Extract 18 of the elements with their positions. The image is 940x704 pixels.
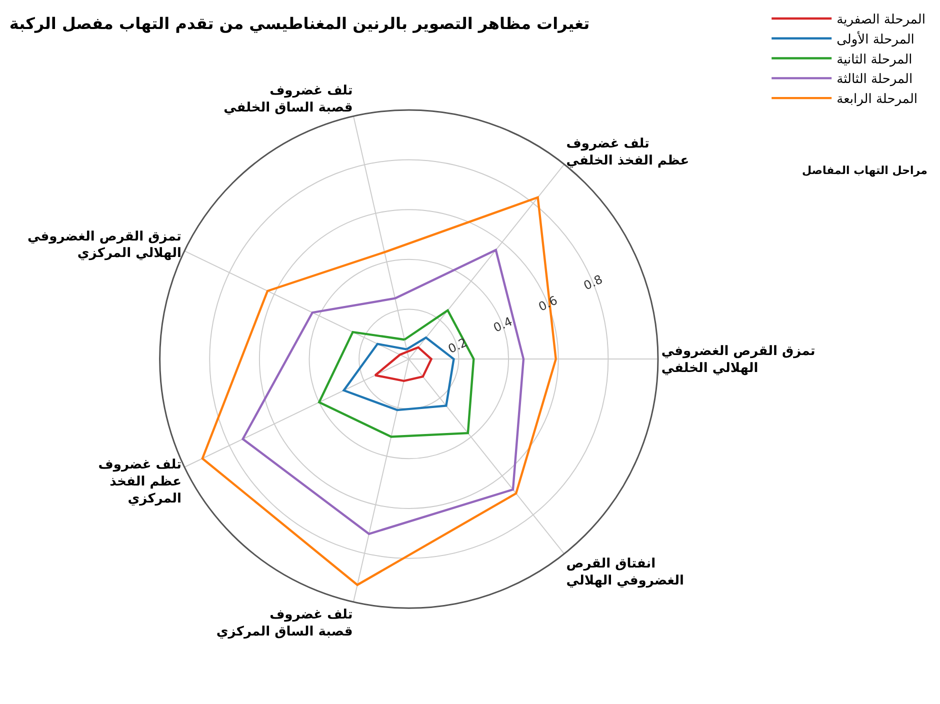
y-tick-label: 0.8: [581, 272, 605, 293]
legend-title: مراحل التهاب المفاصل: [802, 164, 928, 177]
legend-label: المرحلة الثالثة: [836, 72, 913, 88]
spoke-label: تمزق القرص الغضروفي الهلالي الخلفي: [661, 344, 816, 376]
y-tick-label: 0.2: [446, 335, 470, 356]
spoke-label: تلف غضروف عظم الفخذ المركزي: [98, 458, 182, 507]
legend-label: المرحلة الصفرية: [836, 12, 926, 28]
y-tick-label: 0.6: [536, 293, 560, 314]
spoke-label: تلف غضروف عظم الفخذ الخلفي: [566, 136, 690, 168]
chart-title: تغيرات مظاهر التصوير بالرنين المغناطيسي من تقدم التهاب مفصل الركبة: [9, 14, 590, 33]
y-tick-label: 0.4: [491, 314, 514, 336]
spoke-label: تلف غضروف قصبة الساق الخلفي: [224, 84, 353, 116]
legend-label: المرحلة الرابعة: [836, 92, 918, 108]
legend-label: المرحلة الأولى: [836, 30, 914, 48]
spoke-label: انفتاق القرص الغضروفي الهلالي: [566, 556, 684, 588]
legend-label: المرحلة الثانية: [836, 52, 912, 68]
spoke-label: تلف غضروف قصبة الساق المركزي: [216, 608, 353, 640]
spoke-label: تمزق القرص الغضروفي الهلالي المركزي: [27, 229, 182, 262]
